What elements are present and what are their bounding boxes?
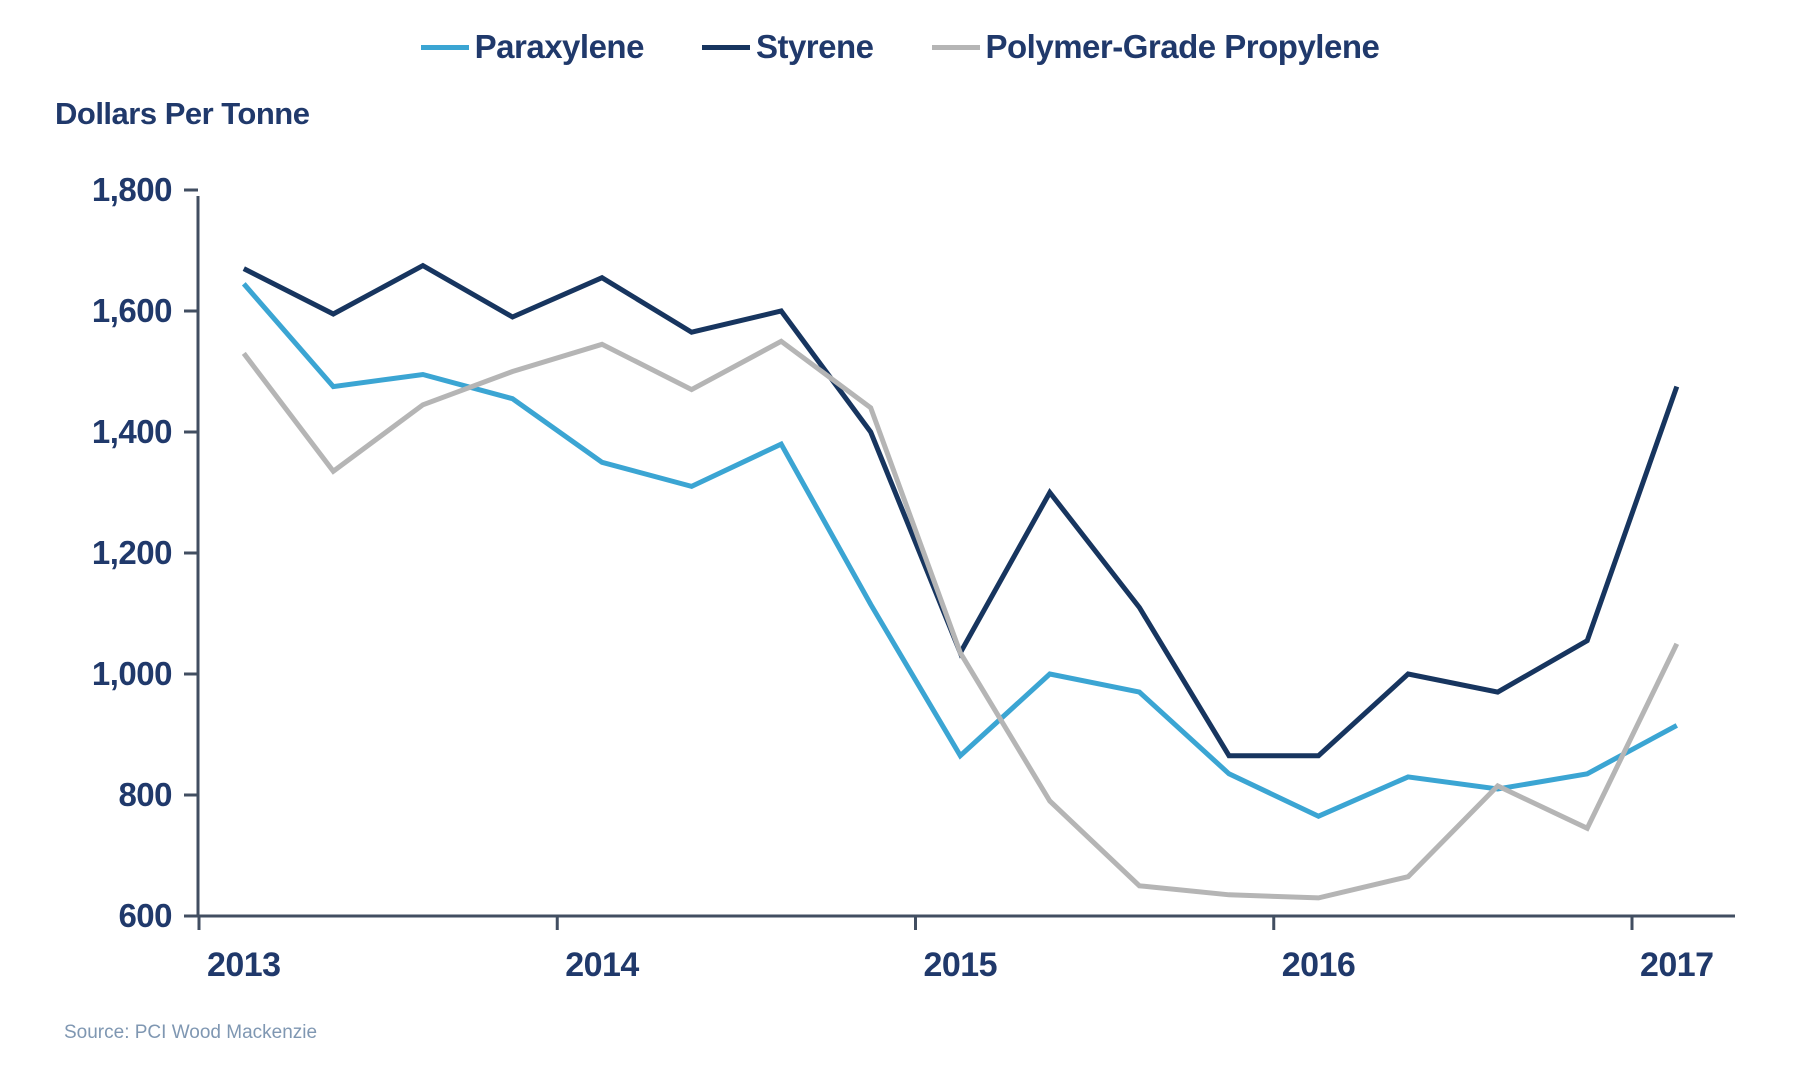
x-tick-label: 2015 [923,946,997,984]
y-tick-label: 1,800 [92,171,172,208]
series-line-paraxylene [241,282,1678,819]
legend-item-polymer-grade-propylene: Polymer-Grade Propylene [931,28,1380,66]
source-note: Source: PCI Wood Mackenzie [64,1022,318,1043]
x-tick-label: 2013 [207,946,281,984]
x-tick-label: 2017 [1640,946,1714,984]
legend-label: Polymer-Grade Propylene [985,28,1380,65]
legend-item-paraxylene: Paraxylene [420,28,645,66]
series-line-polymer-grade-propylene [241,338,1680,901]
legend-label: Paraxylene [474,28,645,65]
y-tick-label: 1,600 [92,292,172,329]
y-axis-title: Dollars Per Tonne [55,96,310,131]
legend-label: Styrene [755,28,874,65]
legend-swatch-icon [931,44,980,50]
y-tick-label: 1,000 [92,655,172,692]
y-tick-label: 1,200 [92,534,172,571]
series-line-styrene [242,262,1680,759]
legend-swatch-icon [420,44,469,50]
legend: Paraxylene Styrene Polymer-Grade Propylene [0,28,1800,66]
legend-swatch-icon [701,44,750,50]
y-tick-label: 800 [118,776,172,813]
y-tick-label: 1,400 [92,413,172,450]
legend-item-styrene: Styrene [701,28,874,66]
x-tick-label: 2014 [565,946,639,984]
y-tick-label: 600 [118,897,172,934]
x-tick-label: 2016 [1282,946,1356,984]
